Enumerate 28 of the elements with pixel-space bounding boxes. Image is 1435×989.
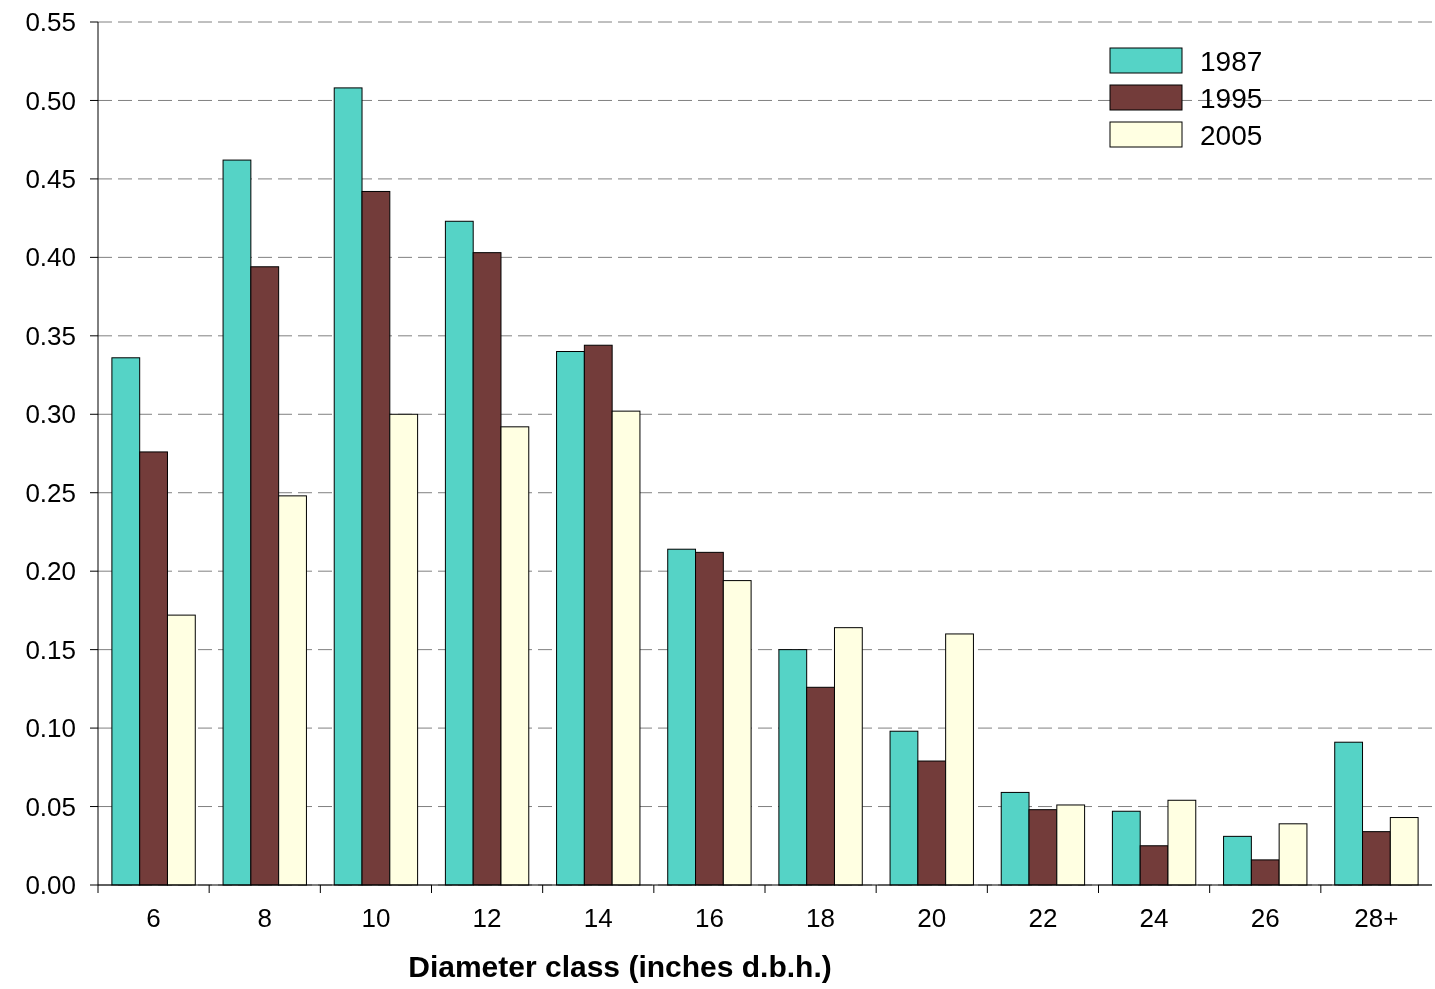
- y-tick-label: 0.40: [25, 242, 76, 273]
- legend-label: 1987: [1200, 45, 1263, 77]
- y-tick-label: 0.45: [25, 164, 76, 195]
- x-tick-label: 10: [361, 903, 391, 933]
- x-tick-label: 22: [1028, 903, 1058, 933]
- y-tick-label: 0.05: [25, 791, 76, 822]
- x-tick-label: 6: [146, 903, 161, 933]
- y-tick-label: 0.00: [25, 870, 76, 901]
- x-tick-label: 12: [472, 903, 502, 933]
- legend-label: 1995: [1200, 82, 1263, 114]
- x-tick-label: 20: [917, 903, 947, 933]
- y-tick-label: 0.20: [25, 556, 76, 587]
- x-tick-label: 8: [257, 903, 272, 933]
- legend-label: 2005: [1200, 119, 1263, 151]
- y-tick-label: 0.55: [25, 7, 76, 38]
- y-tick-label: 0.30: [25, 399, 76, 430]
- x-tick-label: 28+: [1354, 903, 1399, 933]
- y-tick-label: 0.15: [25, 634, 76, 665]
- x-tick-label: 26: [1250, 903, 1280, 933]
- x-tick-label: 14: [583, 903, 613, 933]
- x-tick-label: 18: [806, 903, 836, 933]
- x-tick-label: 16: [694, 903, 724, 933]
- x-axis-title: Diameter class (inches d.b.h.): [408, 950, 832, 983]
- x-tick-label: 24: [1139, 903, 1169, 933]
- y-tick-label: 0.50: [25, 85, 76, 116]
- y-tick-label: 0.35: [25, 320, 76, 351]
- y-tick-label: 0.25: [25, 477, 76, 508]
- y-tick-label: 0.10: [25, 713, 76, 744]
